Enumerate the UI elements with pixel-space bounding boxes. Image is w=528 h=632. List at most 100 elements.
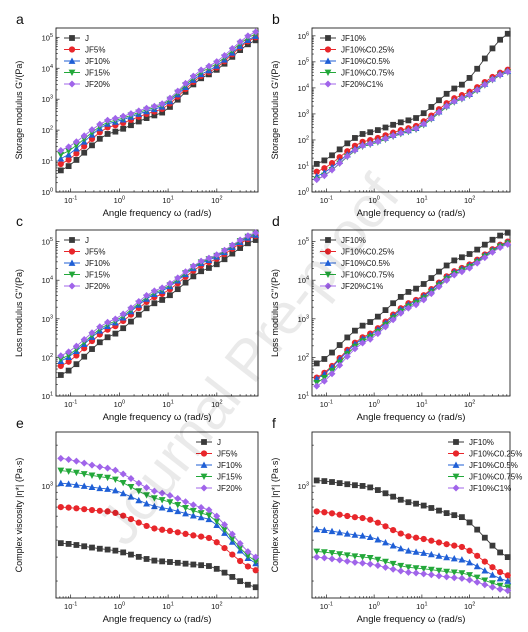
data-point <box>213 539 220 546</box>
data-point <box>143 115 150 121</box>
data-point <box>81 143 88 150</box>
data-point <box>390 526 397 534</box>
data-point <box>73 352 80 359</box>
data-point <box>205 534 213 542</box>
series-JF20%C1% <box>313 240 512 390</box>
data-point <box>313 176 321 184</box>
data-point <box>336 146 343 153</box>
data-point <box>245 240 251 247</box>
legend-marker <box>200 484 208 492</box>
data-point <box>73 481 80 488</box>
data-point <box>458 556 466 563</box>
data-point <box>420 570 428 578</box>
legend-label: JF10% <box>85 259 110 268</box>
data-point <box>73 157 80 163</box>
series-JF20%C1% <box>313 68 512 184</box>
data-point <box>221 526 228 534</box>
x-axis-title: Angle frequency ω (rad/s) <box>103 614 212 625</box>
data-point <box>458 268 466 276</box>
data-point <box>158 497 166 504</box>
legend-label: JF15% <box>217 473 242 482</box>
data-point <box>120 125 127 132</box>
y-tick-label: 104 <box>298 83 309 93</box>
data-point <box>65 468 73 475</box>
data-point <box>213 565 220 572</box>
data-point <box>397 309 405 317</box>
data-point <box>405 547 412 554</box>
data-point <box>450 569 458 576</box>
data-point <box>221 246 229 254</box>
series-JF10%C0.5% <box>313 525 512 584</box>
legend-label: JF20%C1% <box>341 282 383 291</box>
data-point <box>382 307 389 313</box>
y-axis-title: Loss modulus G''/(Pa) <box>270 269 280 357</box>
data-point <box>57 146 65 154</box>
data-point <box>328 166 336 174</box>
data-point <box>65 504 72 511</box>
data-point <box>366 555 374 562</box>
data-point <box>336 154 343 161</box>
data-point <box>104 464 112 472</box>
data-point <box>473 562 481 570</box>
data-point <box>474 552 481 559</box>
data-point <box>320 172 328 180</box>
data-point <box>435 539 443 546</box>
data-point <box>57 352 65 360</box>
data-point <box>427 571 435 579</box>
x-tick-label: 101 <box>162 602 173 612</box>
data-point <box>397 293 404 300</box>
x-axis-title: Angle frequency ω (rad/s) <box>103 208 212 219</box>
legend-marker <box>324 282 332 290</box>
data-point <box>221 256 228 263</box>
data-point <box>65 358 72 365</box>
x-tick-label: 10-1 <box>64 400 77 410</box>
data-point <box>73 469 80 477</box>
data-point <box>143 492 150 499</box>
data-point <box>174 529 181 536</box>
data-point <box>96 323 104 331</box>
data-point <box>57 467 65 475</box>
legend-label: JF15% <box>85 69 110 78</box>
data-point <box>397 129 405 137</box>
data-point <box>135 519 142 526</box>
data-point <box>313 161 320 167</box>
data-point <box>127 515 135 523</box>
data-point <box>466 519 473 526</box>
data-point <box>150 487 158 495</box>
data-point <box>166 279 174 287</box>
data-point <box>443 568 451 576</box>
data-point <box>57 151 65 159</box>
data-point <box>481 254 489 262</box>
data-point <box>73 361 80 368</box>
x-tick-label: 102 <box>464 400 475 410</box>
data-point <box>336 528 344 536</box>
x-axis-title: Angle frequency ω (rad/s) <box>357 614 466 625</box>
data-point <box>252 584 259 591</box>
data-point <box>489 564 496 571</box>
data-point <box>73 150 80 157</box>
data-point <box>213 261 220 268</box>
y-tick-label: 101 <box>298 392 309 402</box>
data-point <box>381 135 389 143</box>
data-point <box>336 159 344 167</box>
data-point <box>451 542 458 549</box>
data-point <box>489 571 496 578</box>
data-point <box>252 28 260 36</box>
data-point <box>451 257 458 264</box>
data-point <box>436 97 442 104</box>
data-point <box>382 124 389 131</box>
data-point <box>497 36 504 43</box>
data-point <box>159 558 166 565</box>
data-point <box>182 279 189 286</box>
data-point <box>352 482 358 489</box>
data-point <box>221 544 228 552</box>
data-point <box>328 160 336 167</box>
data-point <box>182 79 190 87</box>
data-point <box>329 349 335 356</box>
data-point <box>57 160 64 168</box>
data-point <box>420 549 428 556</box>
data-point <box>143 305 150 312</box>
data-point <box>190 532 197 539</box>
legend-marker <box>68 57 76 64</box>
data-point <box>374 330 382 338</box>
